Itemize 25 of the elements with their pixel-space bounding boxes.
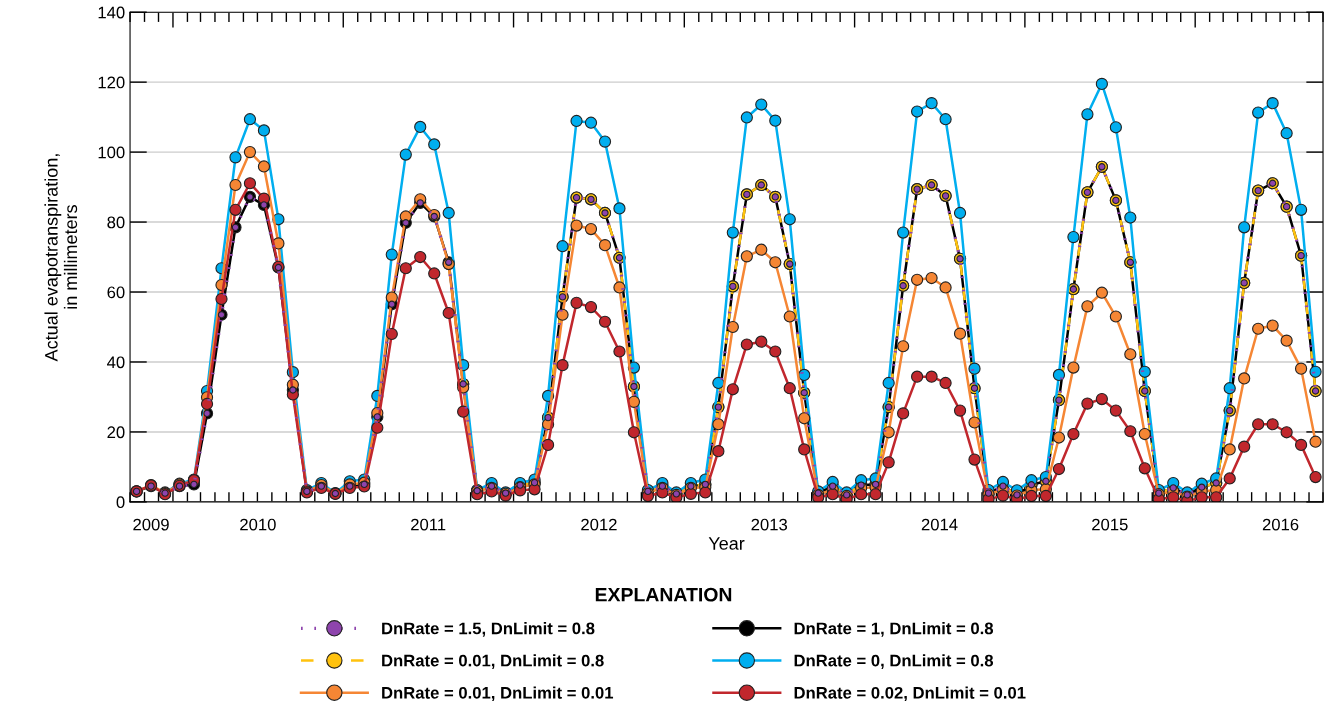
legend-label: DnRate = 0.01, DnLimit = 0.8 — [382, 654, 604, 669]
x-tick-label: 2013 — [751, 518, 788, 531]
y-tick-label: 40 — [107, 356, 125, 369]
y-tick-label: 140 — [98, 6, 125, 19]
x-tick-label: 2015 — [1092, 518, 1128, 531]
legend-label: DnRate = 0, DnLimit = 0.8 — [794, 654, 994, 669]
x-tick-label: 2012 — [581, 518, 617, 531]
y-tick-label: 20 — [107, 426, 125, 439]
legend-label: DnRate = 0.01, DnLimit = 0.01 — [382, 686, 614, 702]
x-tick-label: 2010 — [240, 518, 276, 531]
y-tick-label: 120 — [98, 76, 125, 89]
legend-label: DnRate = 0.02, DnLimit = 0.01 — [794, 686, 1026, 702]
x-tick-label: 2009 — [133, 518, 169, 531]
x-axis-title: Year — [708, 537, 745, 550]
y-tick-label: 80 — [107, 216, 125, 229]
legend-label: DnRate = 1, DnLimit = 0.8 — [794, 622, 994, 637]
y-axis-title: Actual evapotranspiration, in millimeters — [44, 154, 78, 362]
y-tick-label: 100 — [98, 146, 125, 159]
x-tick-label: 2011 — [411, 518, 446, 531]
x-tick-label: 2014 — [921, 518, 958, 531]
legend-title: EXPLANATION — [595, 587, 732, 602]
y-tick-label: 0 — [116, 496, 125, 509]
legend-label: DnRate = 1.5, DnLimit = 0.8 — [382, 622, 595, 637]
x-tick-label: 2016 — [1262, 518, 1299, 531]
y-tick-label: 60 — [107, 286, 125, 299]
